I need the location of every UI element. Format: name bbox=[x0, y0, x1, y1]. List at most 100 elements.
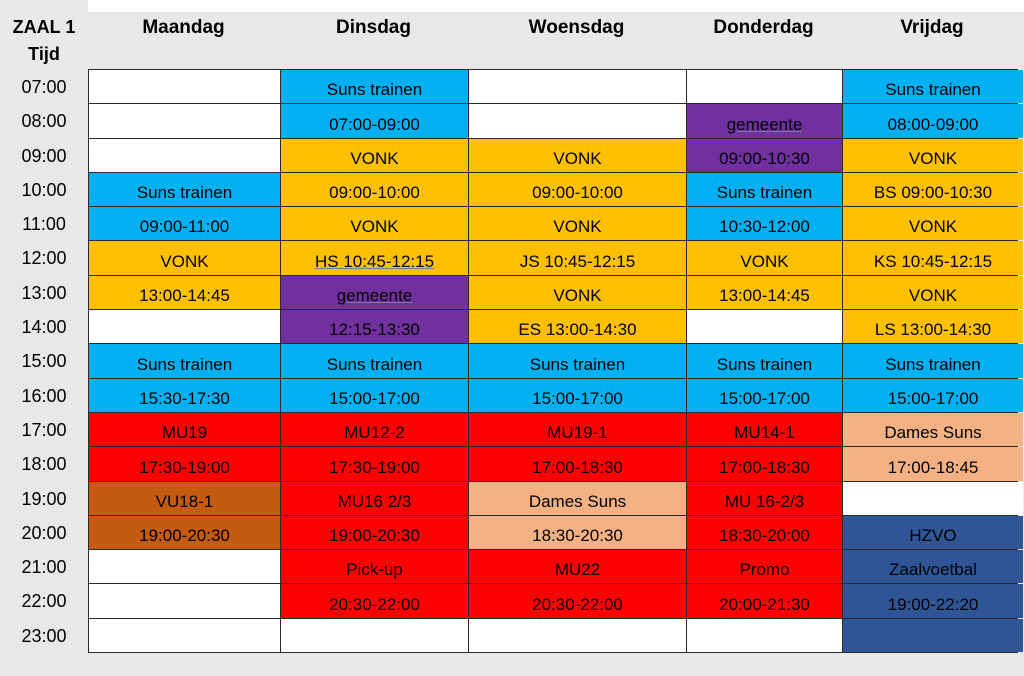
schedule-cell-text: VONK bbox=[908, 217, 958, 237]
schedule-cell-tuesday: 20:30-22:00 bbox=[281, 584, 468, 618]
schedule-cell-text: 20:00-21:30 bbox=[719, 594, 810, 614]
time-label: 14:00 bbox=[21, 317, 67, 338]
schedule-cell-wednesday: VONK bbox=[469, 275, 686, 310]
schedule-cell-text: HS 10:45-12:15 bbox=[314, 251, 435, 271]
schedule-cell-wednesday: Suns trainen bbox=[469, 344, 686, 378]
schedule-cell-tuesday: 19:00-20:30 bbox=[281, 515, 468, 550]
schedule-cell-thursday: gemeente bbox=[687, 104, 842, 138]
schedule-cell-text: VONK bbox=[350, 217, 399, 237]
schedule-cell-thursday: 15:00-17:00 bbox=[687, 378, 842, 412]
schedule-cell-tuesday: 12:15-13:30 bbox=[281, 310, 468, 344]
schedule-cell-text: Suns trainen bbox=[136, 183, 233, 203]
schedule-cell-text: VONK bbox=[553, 286, 602, 306]
schedule-cell-friday: LS 13:00-14:30 bbox=[843, 310, 1023, 344]
schedule-cell-friday: 19:00-22:20 bbox=[843, 584, 1023, 618]
schedule-cell-text: 17:30-19:00 bbox=[329, 457, 420, 477]
time-label: 15:00 bbox=[21, 351, 67, 372]
time-label: 10:00 bbox=[21, 179, 67, 200]
schedule-cell-monday bbox=[89, 70, 280, 104]
schedule-cell-monday: 09:00-11:00 bbox=[89, 207, 280, 241]
schedule-cell-text: Suns trainen bbox=[529, 354, 626, 374]
schedule-cell-monday bbox=[89, 584, 280, 618]
schedule-cell-text: 15:00-17:00 bbox=[329, 388, 420, 408]
schedule-cell-text: LS 13:00-14:30 bbox=[874, 320, 992, 340]
schedule-cell-text: Suns trainen bbox=[885, 80, 981, 100]
schedule-cell-text: 15:00-17:00 bbox=[887, 388, 979, 408]
schedule-cell-text: gemeente bbox=[336, 286, 413, 306]
time-label: 22:00 bbox=[21, 591, 67, 612]
schedule-cell-tuesday: MU16 2/3 bbox=[281, 481, 468, 515]
schedule-cell-monday bbox=[89, 550, 280, 584]
schedule-cell-text: Pick-up bbox=[346, 560, 403, 580]
room-label: ZAAL 1 bbox=[12, 17, 76, 37]
schedule-cell-text: 20:30-22:00 bbox=[329, 594, 420, 614]
schedule-cell-thursday: 10:30-12:00 bbox=[687, 207, 842, 241]
schedule-cell-text: 09:00-11:00 bbox=[139, 217, 230, 237]
schedule-cell-friday: Zaalvoetbal bbox=[843, 550, 1023, 584]
schedule-cell-text: 07:00-09:00 bbox=[329, 114, 420, 134]
schedule-cell-thursday bbox=[687, 618, 842, 652]
schedule-cell-wednesday: MU22 bbox=[469, 550, 686, 584]
schedule-cell-tuesday: VONK bbox=[281, 138, 468, 172]
time-label: 08:00 bbox=[21, 111, 67, 132]
schedule-cell-thursday: Promo bbox=[687, 550, 842, 584]
day-header-tuesday: Dinsdag bbox=[336, 17, 411, 38]
schedule-cell-wednesday: 15:00-17:00 bbox=[469, 378, 686, 412]
schedule-cell-text: 13:00-14:45 bbox=[139, 286, 230, 306]
schedule-cell-wednesday: 20:30-22:00 bbox=[469, 584, 686, 618]
time-label: 19:00 bbox=[21, 488, 67, 509]
schedule-cell-text: VONK bbox=[908, 148, 958, 168]
schedule-cell-wednesday: JS 10:45-12:15 bbox=[469, 241, 686, 275]
schedule-cell-tuesday: Suns trainen bbox=[281, 70, 468, 104]
schedule-grid: Suns trainen Suns trainen 07:00-09:00 gemee… bbox=[88, 69, 1023, 653]
time-label: 20:00 bbox=[21, 522, 67, 543]
schedule-cell-text: Dames Suns bbox=[884, 423, 982, 443]
schedule-cell-text: 20:30-22:00 bbox=[532, 594, 623, 614]
schedule-cell-text: VONK bbox=[553, 148, 602, 168]
schedule-cell-text: 17:00-18:30 bbox=[719, 457, 810, 477]
day-header-thursday: Donderdag bbox=[713, 17, 814, 38]
time-label: 17:00 bbox=[21, 419, 67, 440]
schedule-cell-text: 19:00-22:20 bbox=[887, 594, 979, 614]
time-label: 09:00 bbox=[21, 145, 67, 166]
schedule-cell-text: 15:00-17:00 bbox=[532, 388, 623, 408]
schedule-cell-text: JS 10:45-12:15 bbox=[519, 251, 636, 271]
schedule-cell-text: 09:00-10:00 bbox=[329, 183, 420, 203]
schedule-cell-text: 17:30-19:00 bbox=[139, 457, 230, 477]
schedule-cell-friday: Suns trainen bbox=[843, 344, 1023, 378]
schedule-cell-monday: VU18-1 bbox=[89, 481, 280, 515]
schedule-cell-thursday: 18:30-20:00 bbox=[687, 515, 842, 550]
schedule-cell-thursday bbox=[687, 310, 842, 344]
schedule-cell-monday bbox=[89, 310, 280, 344]
time-label: 11:00 bbox=[22, 214, 66, 235]
time-label: 18:00 bbox=[21, 454, 67, 475]
schedule-cell-text: 17:00-18:45 bbox=[887, 457, 979, 477]
schedule-cell-text: Dames Suns bbox=[528, 491, 627, 511]
schedule-cell-text: 10:30-12:00 bbox=[719, 217, 810, 237]
schedule-cell-text: 15:00-17:00 bbox=[719, 388, 810, 408]
schedule-cell-monday bbox=[89, 138, 280, 172]
schedule-cell-tuesday: 15:00-17:00 bbox=[281, 378, 468, 412]
schedule-cell-text: MU16 2/3 bbox=[337, 491, 412, 511]
schedule-cell-thursday bbox=[687, 70, 842, 104]
schedule-cell-friday: VONK bbox=[843, 207, 1023, 241]
schedule-cell-text: ES 13:00-14:30 bbox=[518, 320, 637, 340]
schedule-cell-friday: BS 09:00-10:30 bbox=[843, 172, 1023, 207]
schedule-cell-thursday: Suns trainen bbox=[687, 344, 842, 378]
time-label: 12:00 bbox=[21, 248, 67, 269]
schedule-cell-wednesday bbox=[469, 618, 686, 652]
schedule-cell-tuesday: HS 10:45-12:15 bbox=[281, 241, 468, 275]
schedule-cell-text: 15:30-17:30 bbox=[139, 388, 230, 408]
schedule-cell-text: VONK bbox=[908, 286, 958, 306]
schedule-cell-text: 18:30-20:30 bbox=[532, 526, 623, 546]
schedule-cell-text: MU19 bbox=[161, 423, 208, 443]
schedule-cell-text: MU 16-2/3 bbox=[724, 491, 805, 511]
schedule-cell-text: MU19-1 bbox=[547, 423, 608, 443]
time-label: 21:00 bbox=[21, 557, 67, 578]
schedule-cell-text: 17:00-18:30 bbox=[532, 457, 623, 477]
schedule-cell-text: Suns trainen bbox=[136, 354, 233, 374]
schedule-cell-friday: Dames Suns bbox=[843, 412, 1023, 447]
schedule-cell-tuesday: VONK bbox=[281, 207, 468, 241]
schedule-cell-wednesday: VONK bbox=[469, 207, 686, 241]
schedule-cell-text: Suns trainen bbox=[716, 183, 813, 203]
